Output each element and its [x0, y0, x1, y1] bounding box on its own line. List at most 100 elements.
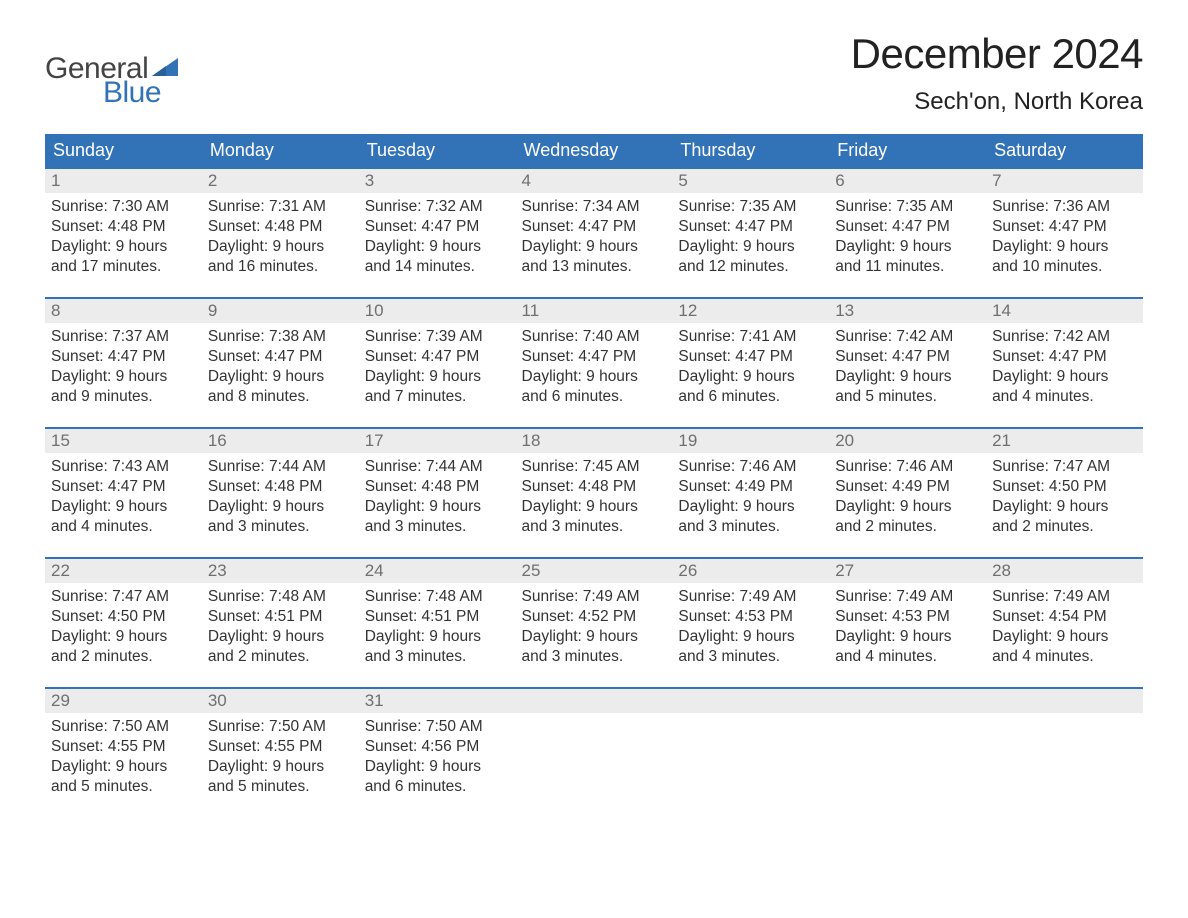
day-content: Sunrise: 7:46 AMSunset: 4:49 PMDaylight:… [829, 453, 986, 546]
calendar-day-cell: 21Sunrise: 7:47 AMSunset: 4:50 PMDayligh… [986, 427, 1143, 557]
day-sunset: Sunset: 4:48 PM [522, 477, 667, 497]
calendar-day-cell: 31Sunrise: 7:50 AMSunset: 4:56 PMDayligh… [359, 687, 516, 817]
day-daylight1: Daylight: 9 hours [678, 367, 823, 387]
header: General Blue December 2024 Sech'on, Nort… [45, 30, 1143, 116]
day-daylight2: and 5 minutes. [835, 387, 980, 407]
day-number: 5 [672, 167, 829, 193]
day-sunset: Sunset: 4:56 PM [365, 737, 510, 757]
day-number: 25 [516, 557, 673, 583]
day-daylight1: Daylight: 9 hours [522, 367, 667, 387]
calendar-day-cell: 28Sunrise: 7:49 AMSunset: 4:54 PMDayligh… [986, 557, 1143, 687]
day-content: Sunrise: 7:35 AMSunset: 4:47 PMDaylight:… [829, 193, 986, 286]
day-content: Sunrise: 7:42 AMSunset: 4:47 PMDaylight:… [986, 323, 1143, 416]
day-number: 3 [359, 167, 516, 193]
day-content: Sunrise: 7:39 AMSunset: 4:47 PMDaylight:… [359, 323, 516, 416]
day-content: Sunrise: 7:45 AMSunset: 4:48 PMDaylight:… [516, 453, 673, 546]
day-content: Sunrise: 7:49 AMSunset: 4:54 PMDaylight:… [986, 583, 1143, 676]
day-content: Sunrise: 7:44 AMSunset: 4:48 PMDaylight:… [359, 453, 516, 546]
day-sunset: Sunset: 4:52 PM [522, 607, 667, 627]
day-number: 8 [45, 297, 202, 323]
day-sunrise: Sunrise: 7:34 AM [522, 197, 667, 217]
day-sunset: Sunset: 4:47 PM [835, 347, 980, 367]
day-sunset: Sunset: 4:47 PM [678, 217, 823, 237]
day-daylight1: Daylight: 9 hours [992, 237, 1137, 257]
day-content: Sunrise: 7:37 AMSunset: 4:47 PMDaylight:… [45, 323, 202, 416]
day-daylight2: and 7 minutes. [365, 387, 510, 407]
day-daylight2: and 12 minutes. [678, 257, 823, 277]
day-sunrise: Sunrise: 7:49 AM [678, 587, 823, 607]
calendar-week-row: 8Sunrise: 7:37 AMSunset: 4:47 PMDaylight… [45, 297, 1143, 427]
day-content: Sunrise: 7:50 AMSunset: 4:56 PMDaylight:… [359, 713, 516, 806]
day-sunset: Sunset: 4:50 PM [51, 607, 196, 627]
day-number: 22 [45, 557, 202, 583]
calendar-day-cell: 17Sunrise: 7:44 AMSunset: 4:48 PMDayligh… [359, 427, 516, 557]
logo-text-blue: Blue [103, 78, 178, 108]
day-number: 20 [829, 427, 986, 453]
day-number: 14 [986, 297, 1143, 323]
day-sunrise: Sunrise: 7:41 AM [678, 327, 823, 347]
day-daylight2: and 8 minutes. [208, 387, 353, 407]
day-sunrise: Sunrise: 7:42 AM [992, 327, 1137, 347]
day-daylight1: Daylight: 9 hours [208, 497, 353, 517]
day-sunset: Sunset: 4:53 PM [835, 607, 980, 627]
day-content: Sunrise: 7:47 AMSunset: 4:50 PMDaylight:… [986, 453, 1143, 546]
day-number: 28 [986, 557, 1143, 583]
day-number: 6 [829, 167, 986, 193]
calendar-header-row: SundayMondayTuesdayWednesdayThursdayFrid… [45, 134, 1143, 167]
calendar-day-cell: 22Sunrise: 7:47 AMSunset: 4:50 PMDayligh… [45, 557, 202, 687]
day-daylight2: and 2 minutes. [51, 647, 196, 667]
day-sunrise: Sunrise: 7:49 AM [992, 587, 1137, 607]
day-number: 21 [986, 427, 1143, 453]
weekday-header: Tuesday [359, 134, 516, 167]
day-daylight1: Daylight: 9 hours [835, 627, 980, 647]
day-daylight2: and 4 minutes. [835, 647, 980, 667]
day-sunrise: Sunrise: 7:35 AM [678, 197, 823, 217]
month-title: December 2024 [851, 30, 1143, 78]
day-sunset: Sunset: 4:47 PM [678, 347, 823, 367]
day-number: 17 [359, 427, 516, 453]
day-number: 18 [516, 427, 673, 453]
day-sunset: Sunset: 4:47 PM [208, 347, 353, 367]
day-daylight2: and 6 minutes. [522, 387, 667, 407]
calendar-week-row: 1Sunrise: 7:30 AMSunset: 4:48 PMDaylight… [45, 167, 1143, 297]
calendar-day-cell: 11Sunrise: 7:40 AMSunset: 4:47 PMDayligh… [516, 297, 673, 427]
day-number: 13 [829, 297, 986, 323]
day-sunrise: Sunrise: 7:50 AM [208, 717, 353, 737]
day-sunset: Sunset: 4:48 PM [208, 477, 353, 497]
day-daylight1: Daylight: 9 hours [208, 627, 353, 647]
day-daylight2: and 4 minutes. [51, 517, 196, 537]
day-sunrise: Sunrise: 7:37 AM [51, 327, 196, 347]
day-number-empty [672, 687, 829, 713]
day-number: 27 [829, 557, 986, 583]
day-daylight1: Daylight: 9 hours [678, 497, 823, 517]
day-sunrise: Sunrise: 7:39 AM [365, 327, 510, 347]
day-sunset: Sunset: 4:47 PM [992, 347, 1137, 367]
day-daylight1: Daylight: 9 hours [365, 367, 510, 387]
calendar-day-cell: 10Sunrise: 7:39 AMSunset: 4:47 PMDayligh… [359, 297, 516, 427]
calendar-week-row: 29Sunrise: 7:50 AMSunset: 4:55 PMDayligh… [45, 687, 1143, 817]
calendar-day-cell [672, 687, 829, 817]
day-daylight1: Daylight: 9 hours [365, 497, 510, 517]
day-daylight1: Daylight: 9 hours [992, 367, 1137, 387]
day-number-empty [516, 687, 673, 713]
day-sunset: Sunset: 4:47 PM [522, 217, 667, 237]
day-sunset: Sunset: 4:51 PM [365, 607, 510, 627]
day-content: Sunrise: 7:50 AMSunset: 4:55 PMDaylight:… [45, 713, 202, 806]
calendar-day-cell: 12Sunrise: 7:41 AMSunset: 4:47 PMDayligh… [672, 297, 829, 427]
calendar-table: SundayMondayTuesdayWednesdayThursdayFrid… [45, 134, 1143, 817]
location-label: Sech'on, North Korea [851, 88, 1143, 116]
day-sunrise: Sunrise: 7:43 AM [51, 457, 196, 477]
weekday-header: Wednesday [516, 134, 673, 167]
day-sunrise: Sunrise: 7:40 AM [522, 327, 667, 347]
calendar-day-cell: 26Sunrise: 7:49 AMSunset: 4:53 PMDayligh… [672, 557, 829, 687]
calendar-day-cell: 16Sunrise: 7:44 AMSunset: 4:48 PMDayligh… [202, 427, 359, 557]
day-sunrise: Sunrise: 7:50 AM [51, 717, 196, 737]
day-number: 9 [202, 297, 359, 323]
day-daylight1: Daylight: 9 hours [208, 237, 353, 257]
calendar-day-cell: 7Sunrise: 7:36 AMSunset: 4:47 PMDaylight… [986, 167, 1143, 297]
day-daylight1: Daylight: 9 hours [992, 627, 1137, 647]
calendar-day-cell [986, 687, 1143, 817]
weekday-header: Friday [829, 134, 986, 167]
day-content: Sunrise: 7:49 AMSunset: 4:53 PMDaylight:… [672, 583, 829, 676]
day-daylight2: and 6 minutes. [678, 387, 823, 407]
